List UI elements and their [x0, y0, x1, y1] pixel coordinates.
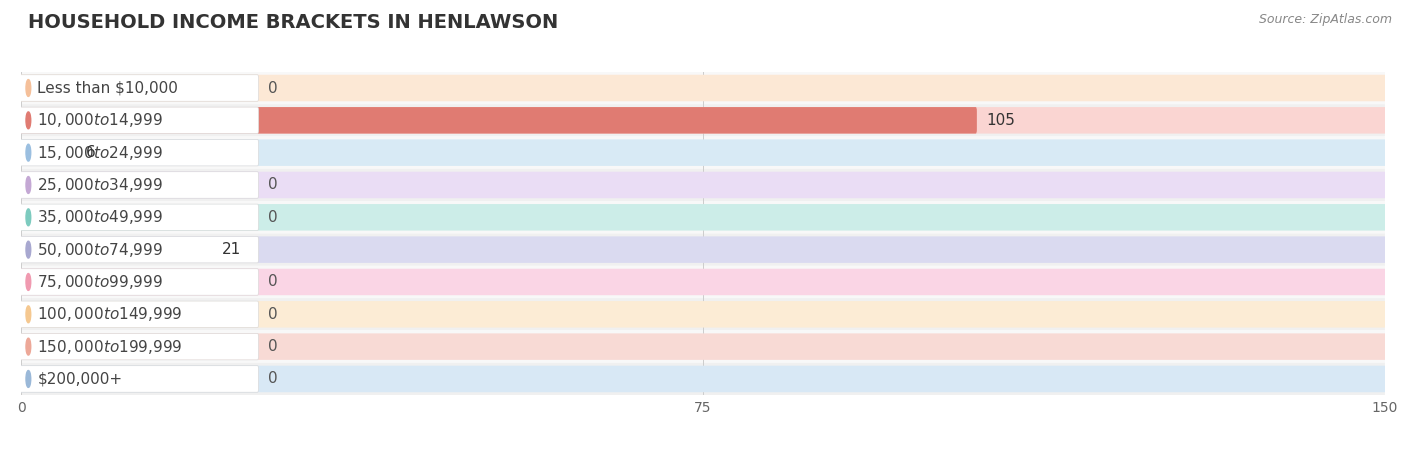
- Text: $10,000 to $14,999: $10,000 to $14,999: [38, 111, 163, 129]
- FancyBboxPatch shape: [20, 107, 1386, 134]
- Text: 0: 0: [267, 274, 277, 290]
- FancyBboxPatch shape: [20, 139, 1386, 166]
- Circle shape: [25, 112, 31, 129]
- FancyBboxPatch shape: [20, 333, 259, 360]
- Text: HOUSEHOLD INCOME BRACKETS IN HENLAWSON: HOUSEHOLD INCOME BRACKETS IN HENLAWSON: [28, 13, 558, 32]
- FancyBboxPatch shape: [20, 107, 977, 134]
- FancyBboxPatch shape: [20, 365, 259, 392]
- Text: 21: 21: [222, 242, 242, 257]
- Circle shape: [25, 306, 31, 323]
- Text: $200,000+: $200,000+: [38, 371, 122, 387]
- Circle shape: [25, 273, 31, 291]
- Text: 0: 0: [267, 210, 277, 225]
- FancyBboxPatch shape: [20, 236, 259, 263]
- Circle shape: [25, 209, 31, 226]
- FancyBboxPatch shape: [20, 365, 259, 392]
- FancyBboxPatch shape: [21, 298, 1385, 330]
- FancyBboxPatch shape: [20, 204, 1386, 231]
- FancyBboxPatch shape: [20, 172, 259, 198]
- Circle shape: [25, 144, 31, 161]
- FancyBboxPatch shape: [20, 301, 259, 328]
- Text: 105: 105: [986, 113, 1015, 128]
- FancyBboxPatch shape: [20, 75, 1386, 101]
- FancyBboxPatch shape: [20, 107, 259, 134]
- FancyBboxPatch shape: [21, 201, 1385, 233]
- FancyBboxPatch shape: [21, 363, 1385, 395]
- Circle shape: [25, 176, 31, 194]
- Text: 0: 0: [267, 307, 277, 322]
- Text: $35,000 to $49,999: $35,000 to $49,999: [38, 208, 163, 226]
- Text: $25,000 to $34,999: $25,000 to $34,999: [38, 176, 163, 194]
- FancyBboxPatch shape: [20, 139, 259, 166]
- Text: 0: 0: [267, 80, 277, 96]
- Text: Source: ZipAtlas.com: Source: ZipAtlas.com: [1258, 13, 1392, 26]
- Text: 0: 0: [267, 371, 277, 387]
- Text: Less than $10,000: Less than $10,000: [38, 80, 179, 96]
- FancyBboxPatch shape: [20, 236, 1386, 263]
- Text: 6: 6: [86, 145, 96, 160]
- FancyBboxPatch shape: [20, 75, 259, 101]
- FancyBboxPatch shape: [20, 204, 259, 231]
- Circle shape: [25, 370, 31, 387]
- Text: $150,000 to $199,999: $150,000 to $199,999: [38, 338, 183, 356]
- FancyBboxPatch shape: [20, 172, 1386, 198]
- Text: 0: 0: [267, 339, 277, 354]
- FancyBboxPatch shape: [20, 172, 259, 198]
- FancyBboxPatch shape: [20, 204, 259, 231]
- FancyBboxPatch shape: [20, 333, 259, 360]
- FancyBboxPatch shape: [20, 236, 259, 263]
- FancyBboxPatch shape: [20, 333, 1386, 360]
- FancyBboxPatch shape: [20, 269, 259, 295]
- FancyBboxPatch shape: [20, 301, 1386, 328]
- FancyBboxPatch shape: [21, 104, 1385, 136]
- FancyBboxPatch shape: [20, 269, 1386, 295]
- FancyBboxPatch shape: [20, 139, 259, 166]
- Circle shape: [25, 241, 31, 258]
- FancyBboxPatch shape: [21, 266, 1385, 298]
- Text: $75,000 to $99,999: $75,000 to $99,999: [38, 273, 163, 291]
- FancyBboxPatch shape: [20, 365, 1386, 392]
- Text: 0: 0: [267, 177, 277, 193]
- FancyBboxPatch shape: [20, 301, 259, 328]
- FancyBboxPatch shape: [21, 169, 1385, 201]
- FancyBboxPatch shape: [20, 269, 259, 295]
- Text: $100,000 to $149,999: $100,000 to $149,999: [38, 305, 183, 323]
- Circle shape: [25, 79, 31, 97]
- FancyBboxPatch shape: [21, 233, 1385, 266]
- Circle shape: [25, 338, 31, 355]
- FancyBboxPatch shape: [21, 72, 1385, 104]
- Text: $15,000 to $24,999: $15,000 to $24,999: [38, 144, 163, 162]
- FancyBboxPatch shape: [21, 330, 1385, 363]
- Text: $50,000 to $74,999: $50,000 to $74,999: [38, 241, 163, 259]
- FancyBboxPatch shape: [21, 136, 1385, 169]
- FancyBboxPatch shape: [20, 75, 259, 101]
